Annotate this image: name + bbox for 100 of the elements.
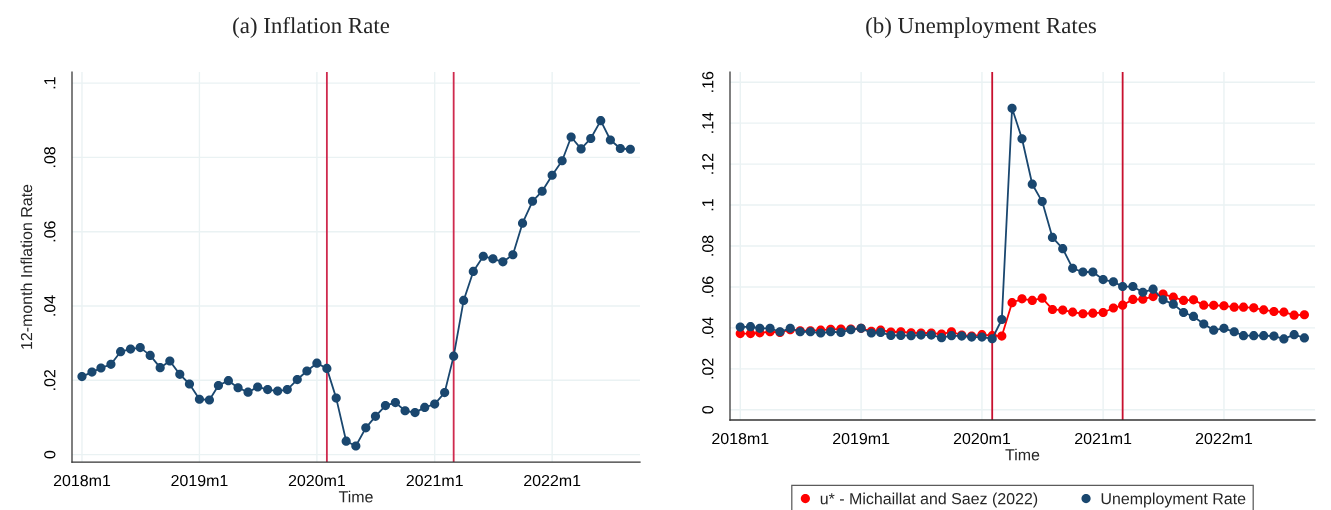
point [155, 363, 165, 373]
point [263, 384, 273, 395]
point [1108, 303, 1118, 313]
point [322, 363, 332, 373]
point [1118, 281, 1128, 292]
point [175, 369, 185, 379]
y-tick-label: .12 [702, 153, 714, 174]
point [253, 382, 263, 392]
point [1027, 179, 1037, 189]
point [1289, 330, 1299, 340]
x-tick-label: 2020m1 [953, 432, 1011, 445]
point [420, 402, 430, 412]
point [1088, 308, 1098, 318]
x-tick-label: 2019m1 [833, 432, 890, 445]
point [1047, 304, 1058, 315]
x-tick-label: 2018m1 [712, 432, 769, 445]
point [1299, 333, 1309, 343]
point [1229, 327, 1239, 337]
point [292, 374, 302, 385]
point [1138, 287, 1148, 297]
point [1238, 302, 1249, 312]
point [243, 387, 253, 397]
point [1088, 267, 1098, 277]
point [1007, 103, 1017, 113]
point [997, 331, 1007, 341]
point [1229, 302, 1239, 312]
point [946, 331, 957, 341]
point [586, 133, 596, 144]
point [735, 322, 745, 332]
x-tick-label: 2020m1 [288, 474, 345, 487]
point [204, 395, 214, 405]
legend-label: u* - Michaillat and Saez (2022) [820, 492, 1038, 508]
point [312, 358, 322, 368]
point [351, 441, 361, 451]
point [233, 383, 243, 393]
x-axis-title: Time [1005, 448, 1040, 461]
point [1188, 311, 1199, 321]
point [745, 322, 756, 332]
point [1007, 298, 1017, 308]
y-tick-label: .06 [44, 221, 56, 242]
point [400, 406, 410, 416]
point [1168, 299, 1178, 309]
y-tick-label: 0 [44, 450, 56, 459]
point [1098, 274, 1108, 285]
point [96, 363, 106, 373]
y-tick-label: .02 [44, 369, 56, 390]
point [302, 366, 312, 376]
point [1219, 323, 1229, 333]
point [936, 333, 947, 343]
y-tick-label: .08 [44, 147, 56, 168]
point [1037, 293, 1047, 303]
point [886, 330, 896, 341]
y-tick-label: .04 [702, 317, 714, 338]
point [1259, 331, 1269, 341]
point [1068, 307, 1078, 317]
y-tick-label: .1 [702, 199, 714, 211]
point [566, 132, 576, 142]
point [517, 218, 528, 228]
point [537, 186, 547, 196]
point [488, 254, 498, 264]
point [1027, 295, 1037, 306]
point [440, 387, 450, 398]
point [478, 251, 488, 261]
point [1068, 263, 1078, 273]
point [508, 250, 518, 260]
point [527, 196, 538, 206]
point [1209, 300, 1219, 310]
y-tick-label: .16 [702, 71, 714, 92]
y-axis-title: 12-month Inflation Rate [20, 184, 33, 349]
point [1017, 294, 1027, 304]
point [380, 400, 391, 411]
point [213, 380, 224, 391]
point [116, 347, 126, 357]
y-tick-label: .1 [44, 77, 56, 89]
point [997, 314, 1007, 325]
x-tick-label: 2022m1 [524, 474, 581, 487]
point [468, 266, 478, 277]
point [165, 356, 175, 366]
y-tick-label: .08 [702, 235, 714, 256]
y-tick-label: .14 [702, 112, 714, 133]
point [755, 323, 765, 333]
point [896, 330, 906, 341]
point [1209, 325, 1219, 335]
point [547, 170, 557, 180]
y-tick-label: 0 [702, 405, 714, 414]
point [430, 399, 440, 409]
point [125, 344, 136, 354]
point [557, 156, 567, 166]
point [1269, 306, 1279, 317]
point [1058, 305, 1068, 315]
point [1128, 294, 1138, 305]
x-tick-label: 2022m1 [1195, 432, 1253, 445]
point [1158, 295, 1168, 305]
point [370, 411, 381, 421]
point [459, 295, 469, 306]
point [1078, 267, 1088, 277]
point [1047, 232, 1058, 242]
y-tick-label: .06 [702, 276, 714, 297]
point [135, 343, 145, 353]
point [1279, 307, 1289, 317]
